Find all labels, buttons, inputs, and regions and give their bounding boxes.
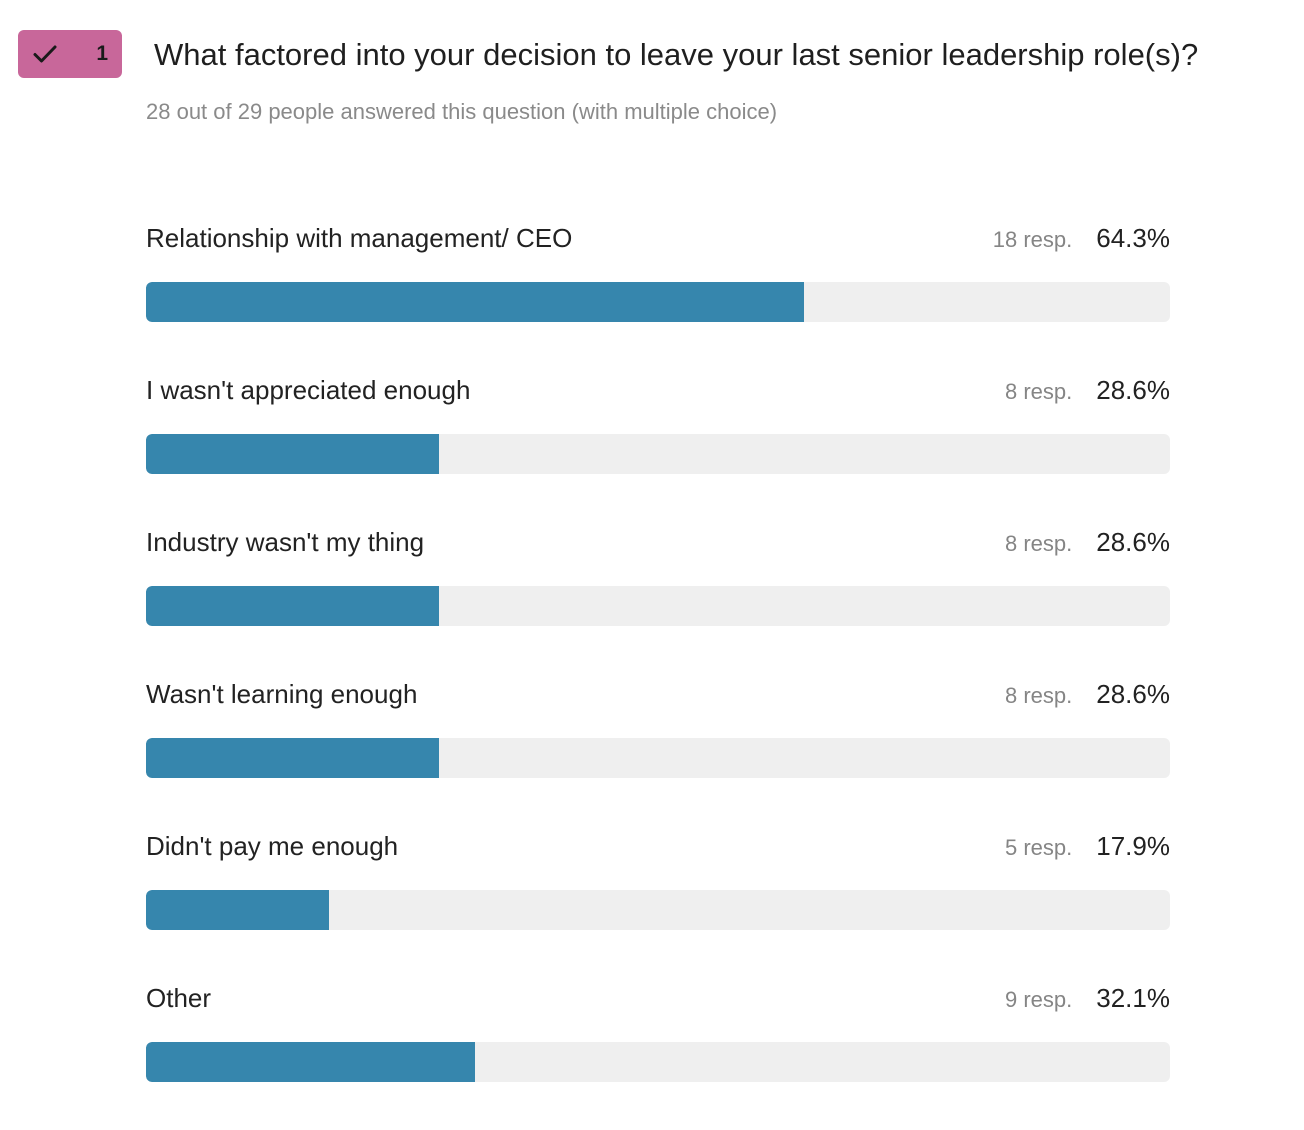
response-percent: 32.1% [1096, 983, 1170, 1013]
bar-fill [146, 282, 805, 322]
bar-stats: 18 resp. 64.3% [993, 220, 1170, 258]
bar-stats: 8 resp. 28.6% [1005, 372, 1170, 410]
chart-row: I wasn't appreciated enough 8 resp. 28.6… [146, 370, 1170, 522]
bar-track [146, 738, 1170, 778]
bar-stats: 9 resp. 32.1% [1005, 980, 1170, 1018]
bar-fill [146, 586, 439, 626]
chart-row: Industry wasn't my thing 8 resp. 28.6% [146, 522, 1170, 674]
question-title: What factored into your decision to leav… [154, 37, 1199, 72]
bar-track [146, 586, 1170, 626]
response-percent: 17.9% [1096, 831, 1170, 861]
bar-stats: 8 resp. 28.6% [1005, 676, 1170, 714]
bar-fill [146, 434, 439, 474]
response-percent: 28.6% [1096, 375, 1170, 405]
question-subtitle: 28 out of 29 people answered this questi… [146, 99, 778, 124]
response-count: 8 resp. [1005, 683, 1073, 708]
bar-track [146, 1042, 1170, 1082]
response-bar-chart: Relationship with management/ CEO 18 res… [146, 218, 1170, 1130]
bar-label: I wasn't appreciated enough [146, 375, 471, 405]
bar-label: Other [146, 983, 212, 1013]
bar-track [146, 282, 1170, 322]
bar-track [146, 890, 1170, 930]
response-count: 8 resp. [1005, 531, 1073, 556]
response-count: 5 resp. [1005, 835, 1073, 860]
bar-label: Wasn't learning enough [146, 679, 418, 709]
bar-stats: 5 resp. 17.9% [1005, 828, 1170, 866]
checkmark-icon [32, 44, 58, 64]
response-count: 9 resp. [1005, 987, 1073, 1012]
bar-fill [146, 738, 439, 778]
chart-row: Other 9 resp. 32.1% [146, 978, 1170, 1130]
question-number: 1 [96, 42, 108, 65]
bar-label: Relationship with management/ CEO [146, 223, 573, 253]
bar-stats: 8 resp. 28.6% [1005, 524, 1170, 562]
bar-label: Industry wasn't my thing [146, 527, 425, 557]
chart-row: Relationship with management/ CEO 18 res… [146, 218, 1170, 370]
bar-fill [146, 1042, 475, 1082]
response-percent: 28.6% [1096, 527, 1170, 557]
response-count: 8 resp. [1005, 379, 1073, 404]
response-percent: 64.3% [1096, 223, 1170, 253]
question-badge[interactable]: 1 [18, 30, 122, 78]
bar-label: Didn't pay me enough [146, 831, 399, 861]
response-count: 18 resp. [992, 227, 1073, 252]
response-percent: 28.6% [1096, 679, 1170, 709]
bar-fill [146, 890, 330, 930]
chart-row: Wasn't learning enough 8 resp. 28.6% [146, 674, 1170, 826]
chart-row: Didn't pay me enough 5 resp. 17.9% [146, 826, 1170, 978]
bar-track [146, 434, 1170, 474]
